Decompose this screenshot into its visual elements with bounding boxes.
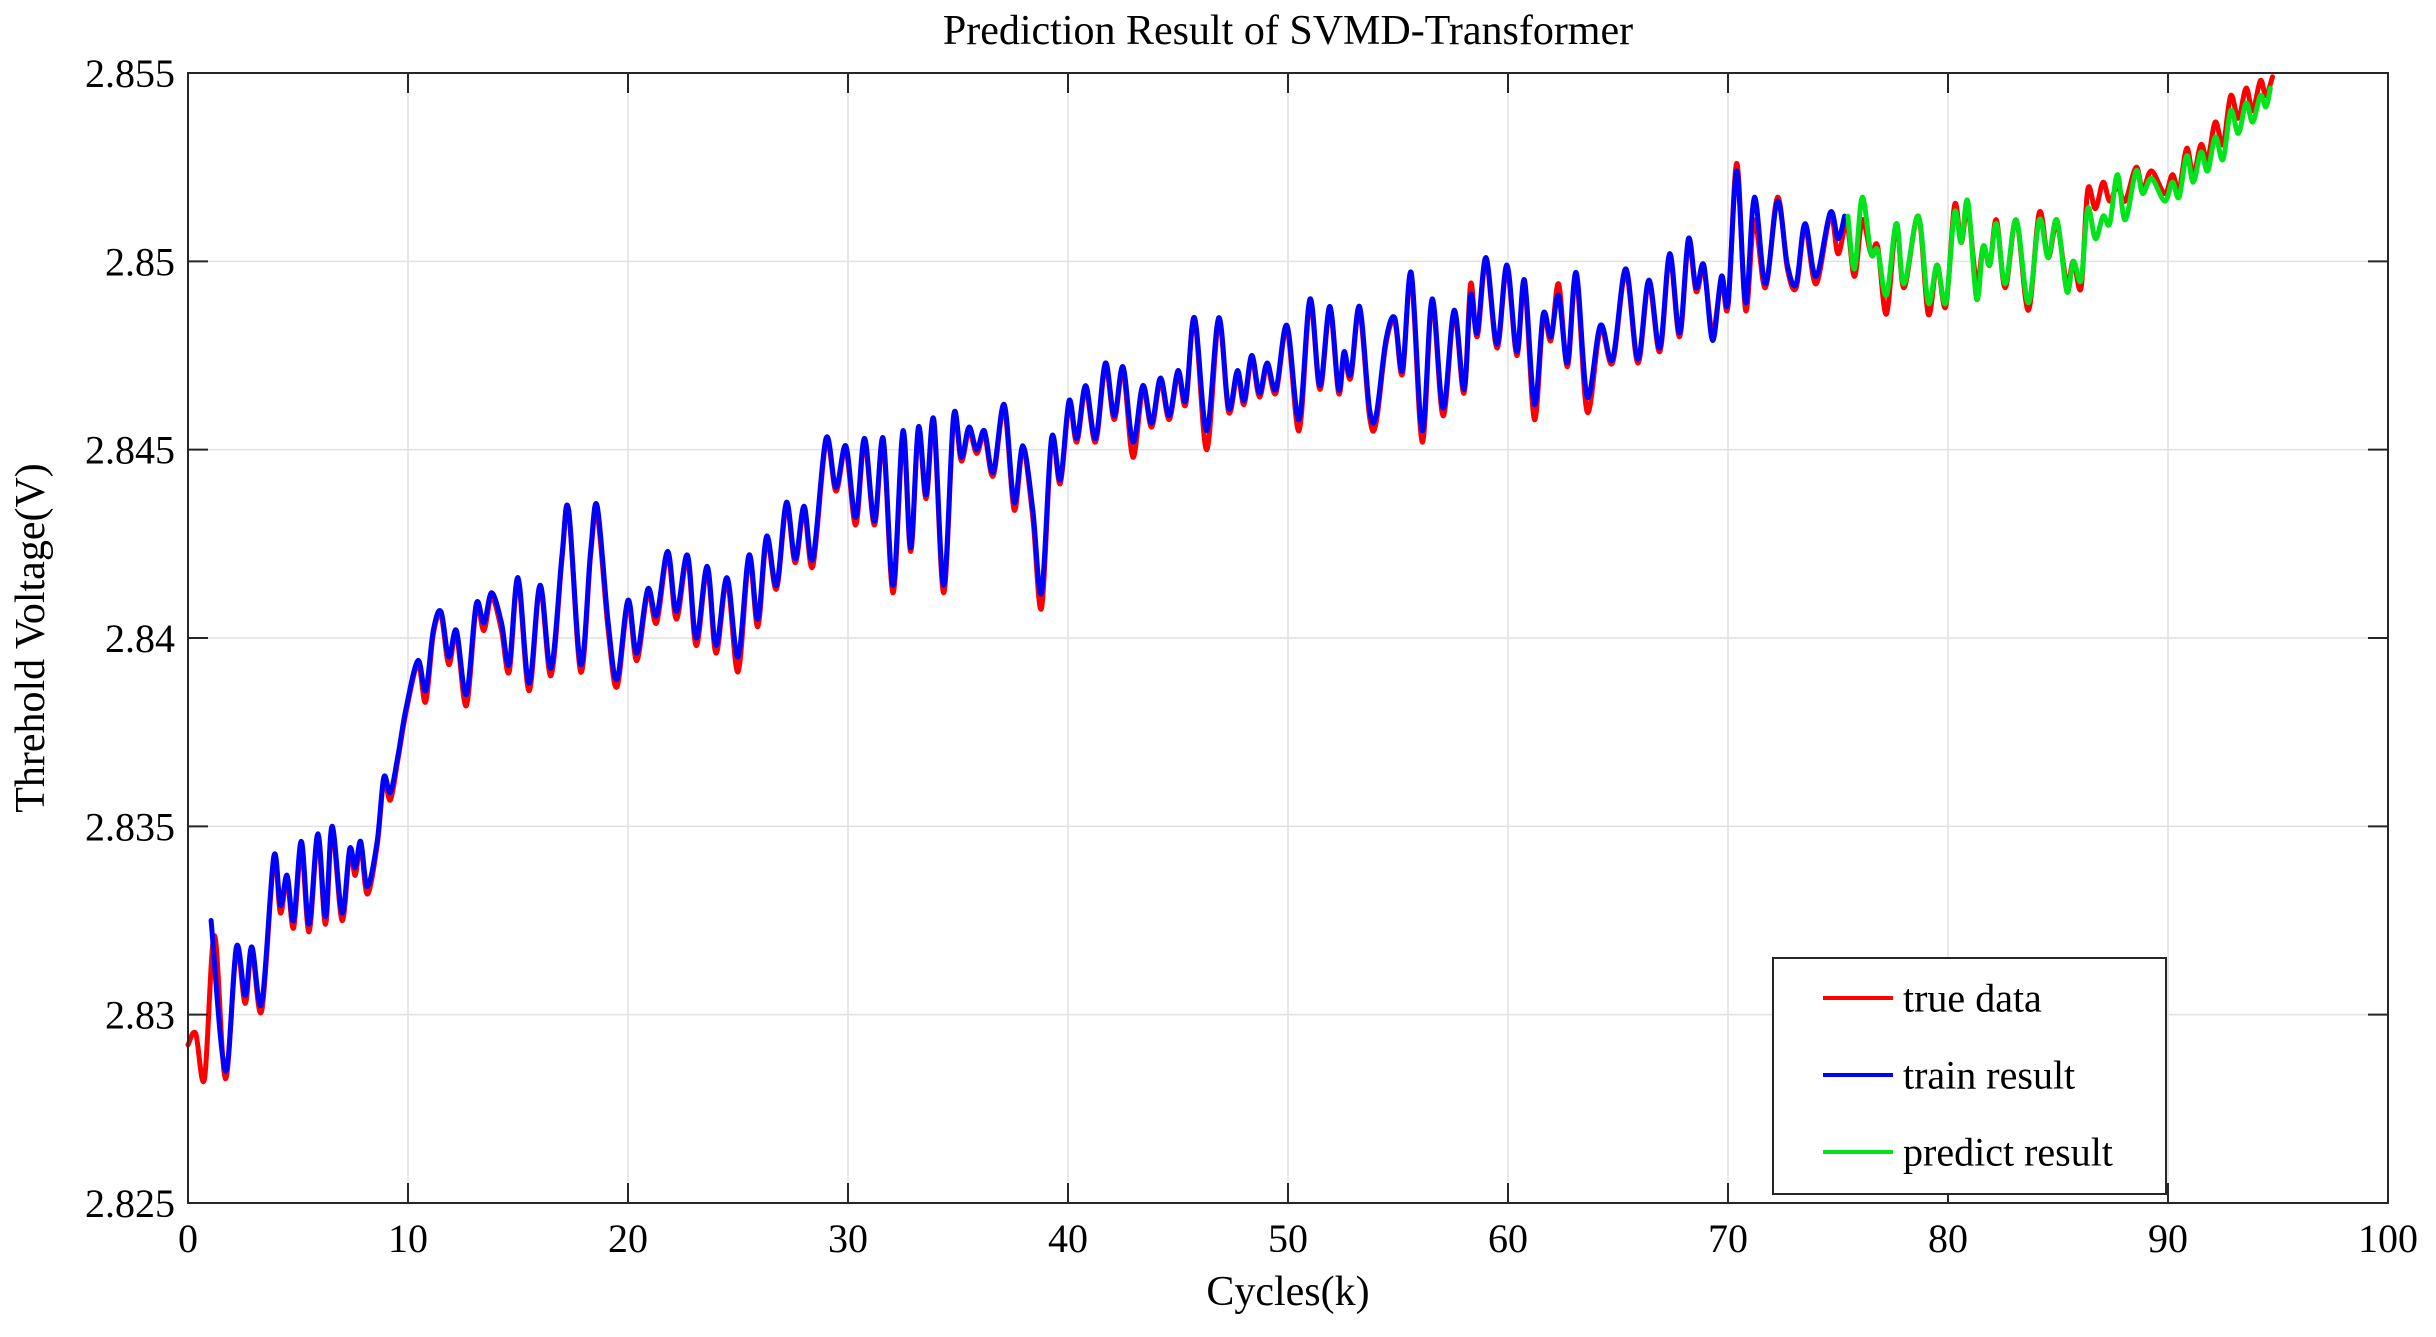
train-result-legend-label: train result [1903,1053,2075,1098]
x-tick-label: 30 [828,1216,868,1261]
x-tick-label: 20 [608,1216,648,1261]
x-tick-label: 50 [1268,1216,1308,1261]
y-tick-label: 2.84 [105,616,175,661]
legend-item-true-data: true data [1823,976,2042,1021]
legend-item-predict-result: predict result [1823,1130,2113,1175]
legend-item-train-result: train result [1823,1053,2075,1098]
x-tick-labels: 0 10 20 30 40 50 60 70 80 90 100 [178,1216,2418,1261]
x-tick-label: 70 [1708,1216,1748,1261]
x-tick-label: 80 [1928,1216,1968,1261]
legend: true data train result predict result [1772,957,2167,1195]
x-tick-label: 10 [388,1216,428,1261]
true-data-legend-label: true data [1903,976,2042,1021]
y-tick-label: 2.825 [85,1181,175,1226]
axis-ticks [187,72,2389,1204]
series-layer [185,74,2275,1085]
chart-title: Prediction Result of SVMD-Transformer [943,8,1633,54]
predict-result-legend-label: predict result [1903,1130,2113,1175]
y-tick-label: 2.835 [85,804,175,849]
y-tick-labels: 2.825 2.83 2.835 2.84 2.845 2.85 2.855 [85,51,175,1226]
y-tick-label: 2.85 [105,239,175,284]
x-axis-label: Cycles(k) [1206,1269,1369,1315]
y-tick-label: 2.845 [85,428,175,473]
y-tick-label: 2.855 [85,51,175,96]
predict-result-line [1845,85,2273,307]
x-tick-label: 90 [2148,1216,2188,1261]
x-tick-label: 0 [178,1216,198,1261]
y-tick-label: 2.83 [105,993,175,1038]
train-result-line [208,168,1848,1074]
x-tick-label: 100 [2358,1216,2418,1261]
x-tick-label: 40 [1048,1216,1088,1261]
y-axis-label: Threhold Voltage(V) [8,463,54,813]
x-tick-label: 60 [1488,1216,1528,1261]
